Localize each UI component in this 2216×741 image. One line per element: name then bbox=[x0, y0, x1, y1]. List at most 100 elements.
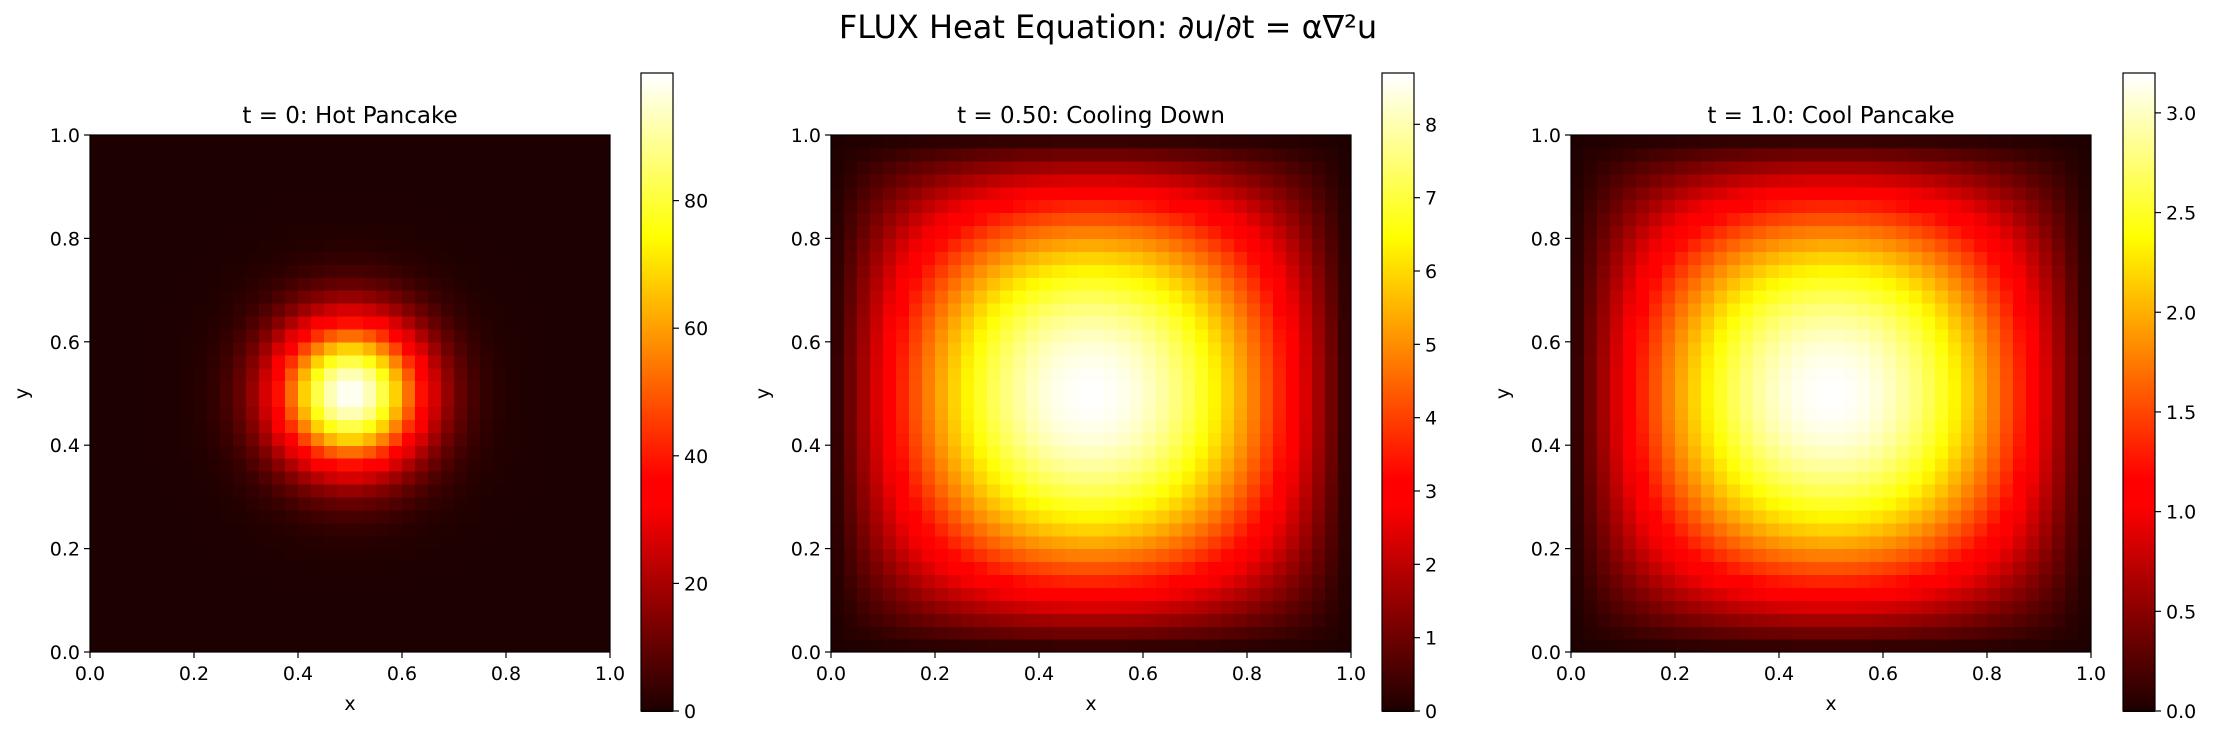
colorbar-step bbox=[1382, 568, 1414, 573]
heatmap-cell bbox=[259, 561, 273, 576]
heatmap-cell bbox=[1091, 199, 1105, 214]
heatmap-cell bbox=[1610, 574, 1624, 588]
colorbar-step bbox=[641, 215, 673, 219]
heatmap-cell bbox=[1104, 639, 1118, 653]
heatmap-cell bbox=[519, 199, 533, 214]
heatmap-cell bbox=[1818, 277, 1832, 291]
heatmap-cell bbox=[1286, 483, 1300, 498]
heatmap-cell bbox=[1104, 354, 1118, 369]
heatmap-cell bbox=[987, 212, 1001, 227]
colorbar-step bbox=[641, 469, 673, 473]
heatmap-cell bbox=[1844, 393, 1858, 408]
heatmap-cell bbox=[181, 639, 195, 653]
heatmap-cell bbox=[1234, 600, 1248, 614]
heatmap-cell bbox=[1805, 212, 1819, 227]
heatmap-cell bbox=[1883, 626, 1897, 640]
heatmap-cell bbox=[1039, 251, 1053, 265]
heatmap-cell bbox=[285, 509, 299, 524]
heatmap-cell bbox=[558, 483, 572, 498]
heatmap-cell bbox=[909, 574, 923, 588]
heatmap-cell bbox=[1078, 367, 1092, 382]
chart-title: t = 0.50: Cooling Down bbox=[957, 103, 1225, 129]
heatmap-cell bbox=[493, 471, 507, 485]
heatmap-cell bbox=[922, 600, 936, 614]
heatmap-cell bbox=[220, 445, 234, 459]
heatmap-cell bbox=[1286, 613, 1300, 627]
heatmap-cell bbox=[1909, 225, 1923, 239]
heatmap-cell bbox=[311, 613, 325, 627]
heatmap-cell bbox=[1935, 509, 1949, 524]
heatmap-cell bbox=[272, 574, 286, 588]
heatmap-cell bbox=[896, 509, 910, 524]
heatmap-cell bbox=[1299, 238, 1313, 252]
heatmap-cell bbox=[1857, 290, 1871, 304]
heatmap-cell bbox=[1597, 613, 1611, 627]
heatmap-cell bbox=[1195, 367, 1209, 382]
heatmap-cell bbox=[1039, 225, 1053, 239]
heatmap-cell bbox=[1221, 225, 1235, 239]
heatmap-cell bbox=[1896, 561, 1910, 576]
heatmap-cell bbox=[1000, 561, 1014, 576]
heatmap-cell bbox=[870, 522, 884, 537]
heatmap-cell bbox=[1610, 225, 1624, 239]
heatmap-cell bbox=[1623, 238, 1637, 252]
heatmap-cell bbox=[909, 264, 923, 278]
heatmap-cell bbox=[181, 160, 195, 175]
heatmap-cell bbox=[597, 238, 611, 252]
heatmap-cell bbox=[909, 160, 923, 175]
heatmap-cell bbox=[571, 548, 585, 563]
heatmap-cell bbox=[1649, 483, 1663, 498]
heatmap-cell bbox=[1286, 509, 1300, 524]
heatmap-cell bbox=[389, 561, 403, 576]
heatmap-cell bbox=[1247, 535, 1261, 550]
heatmap-cell bbox=[1766, 406, 1780, 420]
heatmap-cell bbox=[142, 212, 156, 227]
heatmap-cell bbox=[272, 561, 286, 576]
heatmap-cell bbox=[454, 303, 468, 317]
colorbar-step bbox=[641, 581, 673, 585]
heatmap-cell bbox=[870, 303, 884, 317]
colorbar-step bbox=[1382, 73, 1414, 77]
heatmap-cell bbox=[1636, 186, 1650, 201]
heatmap-cell bbox=[1273, 328, 1287, 343]
heatmap-cell bbox=[1208, 522, 1222, 537]
heatmap-cell bbox=[1740, 173, 1754, 188]
heatmap-cell bbox=[584, 173, 598, 188]
heatmap-cell bbox=[376, 212, 390, 227]
heatmap-cell bbox=[1169, 587, 1183, 601]
heatmap-cell bbox=[155, 277, 169, 291]
heatmap-cell bbox=[389, 458, 403, 472]
heatmap-cell bbox=[259, 458, 273, 472]
heatmap-cell bbox=[1221, 212, 1235, 227]
heatmap-cell bbox=[987, 238, 1001, 252]
heatmap-cell bbox=[1935, 393, 1949, 408]
heatmap-cell bbox=[1273, 212, 1287, 227]
heatmap-cell bbox=[857, 639, 871, 653]
colorbar-step bbox=[641, 120, 673, 124]
heatmap-cell bbox=[532, 173, 546, 188]
heatmap-cell bbox=[1896, 290, 1910, 304]
heatmap-cell bbox=[1143, 626, 1157, 640]
heatmap-cell bbox=[116, 626, 130, 640]
heatmap-cell bbox=[129, 135, 143, 149]
heatmap-cell bbox=[1662, 303, 1676, 317]
colorbar-step bbox=[1382, 591, 1414, 595]
heatmap-cell bbox=[1831, 354, 1845, 369]
heatmap-cell bbox=[1909, 432, 1923, 446]
heatmap-cell bbox=[1701, 496, 1715, 511]
heatmap-cell bbox=[1922, 199, 1936, 214]
heatmap-cell bbox=[1312, 522, 1326, 537]
heatmap-cell bbox=[207, 212, 221, 227]
heatmap-cell bbox=[363, 535, 377, 550]
heatmap-cell bbox=[1649, 574, 1663, 588]
heatmap-cell bbox=[909, 548, 923, 563]
heatmap-cell bbox=[909, 406, 923, 420]
heatmap-cell bbox=[1091, 135, 1105, 149]
heatmap-cell bbox=[116, 458, 130, 472]
heatmap-cell bbox=[1636, 613, 1650, 627]
heatmap-cell bbox=[1779, 303, 1793, 317]
heatmap-cell bbox=[493, 432, 507, 446]
heatmap-cell bbox=[493, 574, 507, 588]
heatmap-cell bbox=[402, 135, 416, 149]
heatmap-cell bbox=[1078, 264, 1092, 278]
